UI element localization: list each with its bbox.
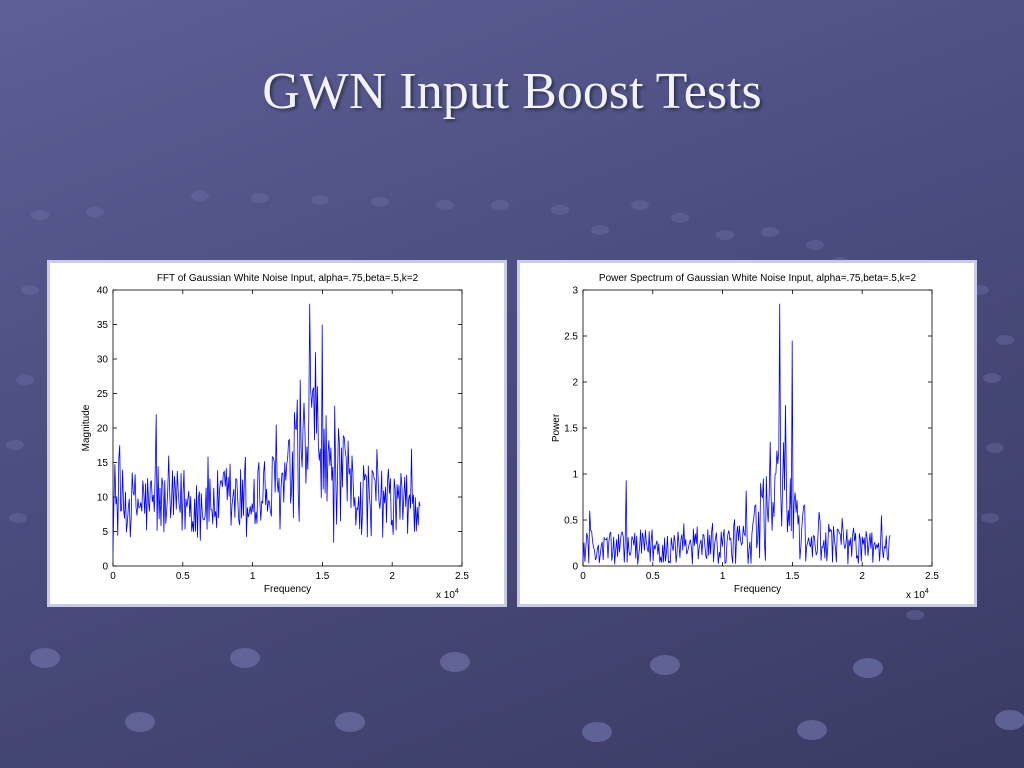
y-tick-label: 3: [572, 286, 578, 297]
background-dot: [761, 227, 779, 237]
background-dot: [995, 710, 1024, 730]
background-dot: [906, 610, 924, 620]
background-dot: [440, 652, 470, 672]
background-dot: [981, 513, 999, 523]
background-dot: [335, 712, 365, 732]
background-dot: [6, 440, 24, 450]
series-line: [582, 303, 891, 565]
slide-title: GWN Input Boost Tests: [262, 63, 762, 120]
x-tick-label: 1.5: [785, 571, 799, 582]
background-dot: [436, 200, 454, 210]
background-dot: [996, 335, 1014, 345]
background-dot: [251, 193, 269, 203]
x-tick-label: 0.5: [646, 571, 660, 582]
y-tick-label: 20: [97, 424, 109, 435]
y-tick-label: 15: [97, 458, 109, 469]
background-dot: [650, 655, 680, 675]
y-tick-label: 35: [97, 320, 109, 331]
background-dot: [671, 213, 689, 223]
background-dot: [582, 722, 612, 742]
series-line: [112, 303, 421, 551]
plot-area-frame: [582, 289, 933, 567]
background-dot: [797, 720, 827, 740]
background-dot: [853, 658, 883, 678]
x-multiplier-label: x 104: [436, 588, 459, 601]
background-dot: [191, 191, 209, 201]
background-dot: [9, 513, 27, 523]
y-tick-label: 5: [102, 527, 108, 538]
y-tick-label: 2: [572, 378, 578, 389]
x-tick-label: 1.5: [315, 571, 329, 582]
y-axis-label: Magnitude: [81, 404, 92, 451]
x-tick-label: 1: [250, 571, 256, 582]
x-tick-label: 2: [859, 571, 865, 582]
y-tick-label: 1: [572, 470, 578, 481]
background-dot: [631, 200, 649, 210]
background-dot: [86, 207, 104, 217]
fft-chart-panel: FFT of Gaussian White Noise Input, alpha…: [47, 260, 507, 607]
x-tick-label: 2.5: [455, 571, 469, 582]
x-axis-label: Frequency: [264, 584, 311, 595]
background-dot: [986, 443, 1004, 453]
background-dot: [30, 648, 60, 668]
x-multiplier-label: x 104: [906, 588, 929, 601]
background-dot: [716, 230, 734, 240]
background-dot: [983, 373, 1001, 383]
x-axis-label: Frequency: [734, 584, 781, 595]
x-tick-label: 1: [720, 571, 726, 582]
background-dot: [551, 205, 569, 215]
chart-title: FFT of Gaussian White Noise Input, alpha…: [157, 273, 419, 284]
background-dot: [230, 648, 260, 668]
y-tick-label: 40: [97, 286, 109, 297]
background-dot: [21, 285, 39, 295]
plot-area-frame: [112, 289, 463, 567]
y-tick-label: 30: [97, 355, 109, 366]
background-dot: [806, 240, 824, 250]
power-spectrum-chart: Power Spectrum of Gaussian White Noise I…: [551, 273, 939, 601]
background-dot: [31, 210, 49, 220]
x-tick-label: 2: [389, 571, 395, 582]
x-tick-label: 0.5: [176, 571, 190, 582]
y-tick-label: 25: [97, 389, 109, 400]
y-tick-label: 10: [97, 493, 109, 504]
y-tick-label: 0: [102, 562, 108, 573]
background-dot: [371, 197, 389, 207]
background-dot: [491, 200, 509, 210]
y-tick-label: 2.5: [564, 332, 578, 343]
y-tick-label: 1.5: [564, 424, 578, 435]
x-tick-label: 2.5: [925, 571, 939, 582]
background-dot: [125, 712, 155, 732]
background-dot: [591, 225, 609, 235]
chart-title: Power Spectrum of Gaussian White Noise I…: [599, 273, 917, 284]
fft-chart: FFT of Gaussian White Noise Input, alpha…: [81, 273, 469, 601]
power-spectrum-chart-panel: Power Spectrum of Gaussian White Noise I…: [517, 260, 977, 607]
background-dot: [311, 195, 329, 205]
x-tick-label: 0: [580, 571, 586, 582]
y-tick-label: 0.5: [564, 516, 578, 527]
y-tick-label: 0: [572, 562, 578, 573]
y-axis-label: Power: [551, 413, 562, 442]
background-dot: [16, 375, 34, 385]
x-tick-label: 0: [110, 571, 116, 582]
